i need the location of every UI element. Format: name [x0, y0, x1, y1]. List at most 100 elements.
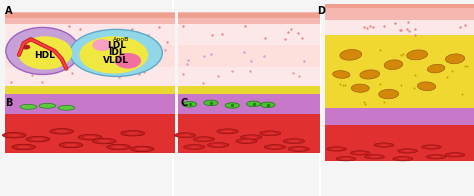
Ellipse shape	[98, 140, 111, 142]
Point	[184, 59, 192, 62]
Ellipse shape	[398, 158, 408, 160]
Ellipse shape	[182, 102, 197, 107]
Ellipse shape	[446, 54, 465, 64]
Point	[339, 83, 347, 87]
Ellipse shape	[365, 155, 384, 159]
Ellipse shape	[2, 132, 26, 138]
Ellipse shape	[331, 148, 342, 150]
Ellipse shape	[261, 102, 275, 108]
Point	[403, 27, 411, 31]
Point	[463, 64, 471, 68]
Bar	[5, 45, 175, 67]
Ellipse shape	[246, 101, 261, 107]
Bar	[178, 94, 320, 114]
Point	[228, 104, 236, 107]
Bar	[5, 114, 175, 153]
Point	[131, 55, 139, 58]
Point	[144, 34, 152, 37]
Ellipse shape	[402, 150, 413, 152]
Ellipse shape	[393, 157, 413, 161]
Point	[28, 74, 36, 77]
Point	[410, 86, 418, 89]
Bar	[325, 6, 474, 20]
Point	[397, 84, 404, 87]
Point	[183, 63, 191, 66]
Ellipse shape	[450, 154, 460, 156]
Ellipse shape	[369, 156, 380, 158]
Point	[360, 26, 368, 29]
Point	[21, 32, 28, 35]
Ellipse shape	[374, 143, 394, 147]
Text: VLDL: VLDL	[103, 56, 129, 65]
Ellipse shape	[398, 149, 418, 153]
Point	[426, 65, 433, 69]
Point	[219, 33, 226, 36]
Point	[179, 73, 187, 76]
Bar	[178, 67, 320, 86]
Ellipse shape	[426, 146, 437, 148]
Point	[30, 59, 38, 62]
Point	[37, 60, 45, 63]
Point	[360, 100, 367, 103]
Ellipse shape	[198, 138, 210, 140]
Point	[364, 27, 371, 30]
Ellipse shape	[31, 138, 45, 140]
Bar	[5, 12, 175, 24]
Ellipse shape	[360, 70, 380, 79]
Point	[399, 53, 407, 56]
Point	[369, 25, 376, 29]
Point	[7, 81, 15, 84]
Ellipse shape	[112, 146, 125, 148]
Point	[432, 65, 440, 68]
Point	[341, 83, 349, 86]
Ellipse shape	[384, 60, 402, 70]
Text: HDL: HDL	[34, 51, 55, 60]
Point	[295, 75, 303, 78]
Point	[397, 29, 405, 32]
Point	[52, 71, 60, 74]
Ellipse shape	[264, 145, 285, 150]
Point	[132, 30, 140, 34]
Ellipse shape	[333, 71, 350, 78]
Ellipse shape	[379, 144, 389, 146]
Point	[411, 33, 419, 36]
Point	[260, 54, 268, 57]
Ellipse shape	[59, 142, 83, 148]
Point	[27, 28, 34, 31]
Point	[376, 48, 384, 51]
Point	[397, 53, 404, 56]
Point	[136, 72, 143, 75]
Point	[163, 40, 171, 44]
Ellipse shape	[336, 157, 356, 161]
Ellipse shape	[18, 36, 73, 70]
Point	[68, 72, 76, 75]
Point	[376, 82, 383, 85]
Ellipse shape	[355, 152, 365, 154]
Ellipse shape	[92, 138, 116, 144]
Point	[405, 30, 413, 33]
Ellipse shape	[217, 129, 238, 134]
Text: C: C	[180, 98, 187, 108]
Text: LDL: LDL	[107, 41, 126, 50]
Ellipse shape	[426, 155, 446, 159]
Point	[207, 52, 215, 55]
Point	[380, 25, 388, 28]
Point	[391, 22, 399, 25]
Ellipse shape	[17, 146, 30, 148]
Point	[179, 24, 187, 27]
Ellipse shape	[193, 137, 214, 142]
Bar	[5, 94, 175, 114]
Point	[118, 38, 126, 41]
Point	[78, 35, 86, 38]
Point	[241, 51, 248, 54]
Ellipse shape	[340, 50, 362, 60]
Ellipse shape	[292, 148, 304, 150]
Ellipse shape	[341, 158, 351, 160]
Ellipse shape	[130, 146, 154, 152]
Bar	[178, 86, 320, 94]
Ellipse shape	[246, 136, 257, 138]
Point	[247, 60, 255, 63]
Bar	[325, 108, 474, 125]
Point	[362, 103, 369, 106]
Point	[140, 70, 147, 74]
